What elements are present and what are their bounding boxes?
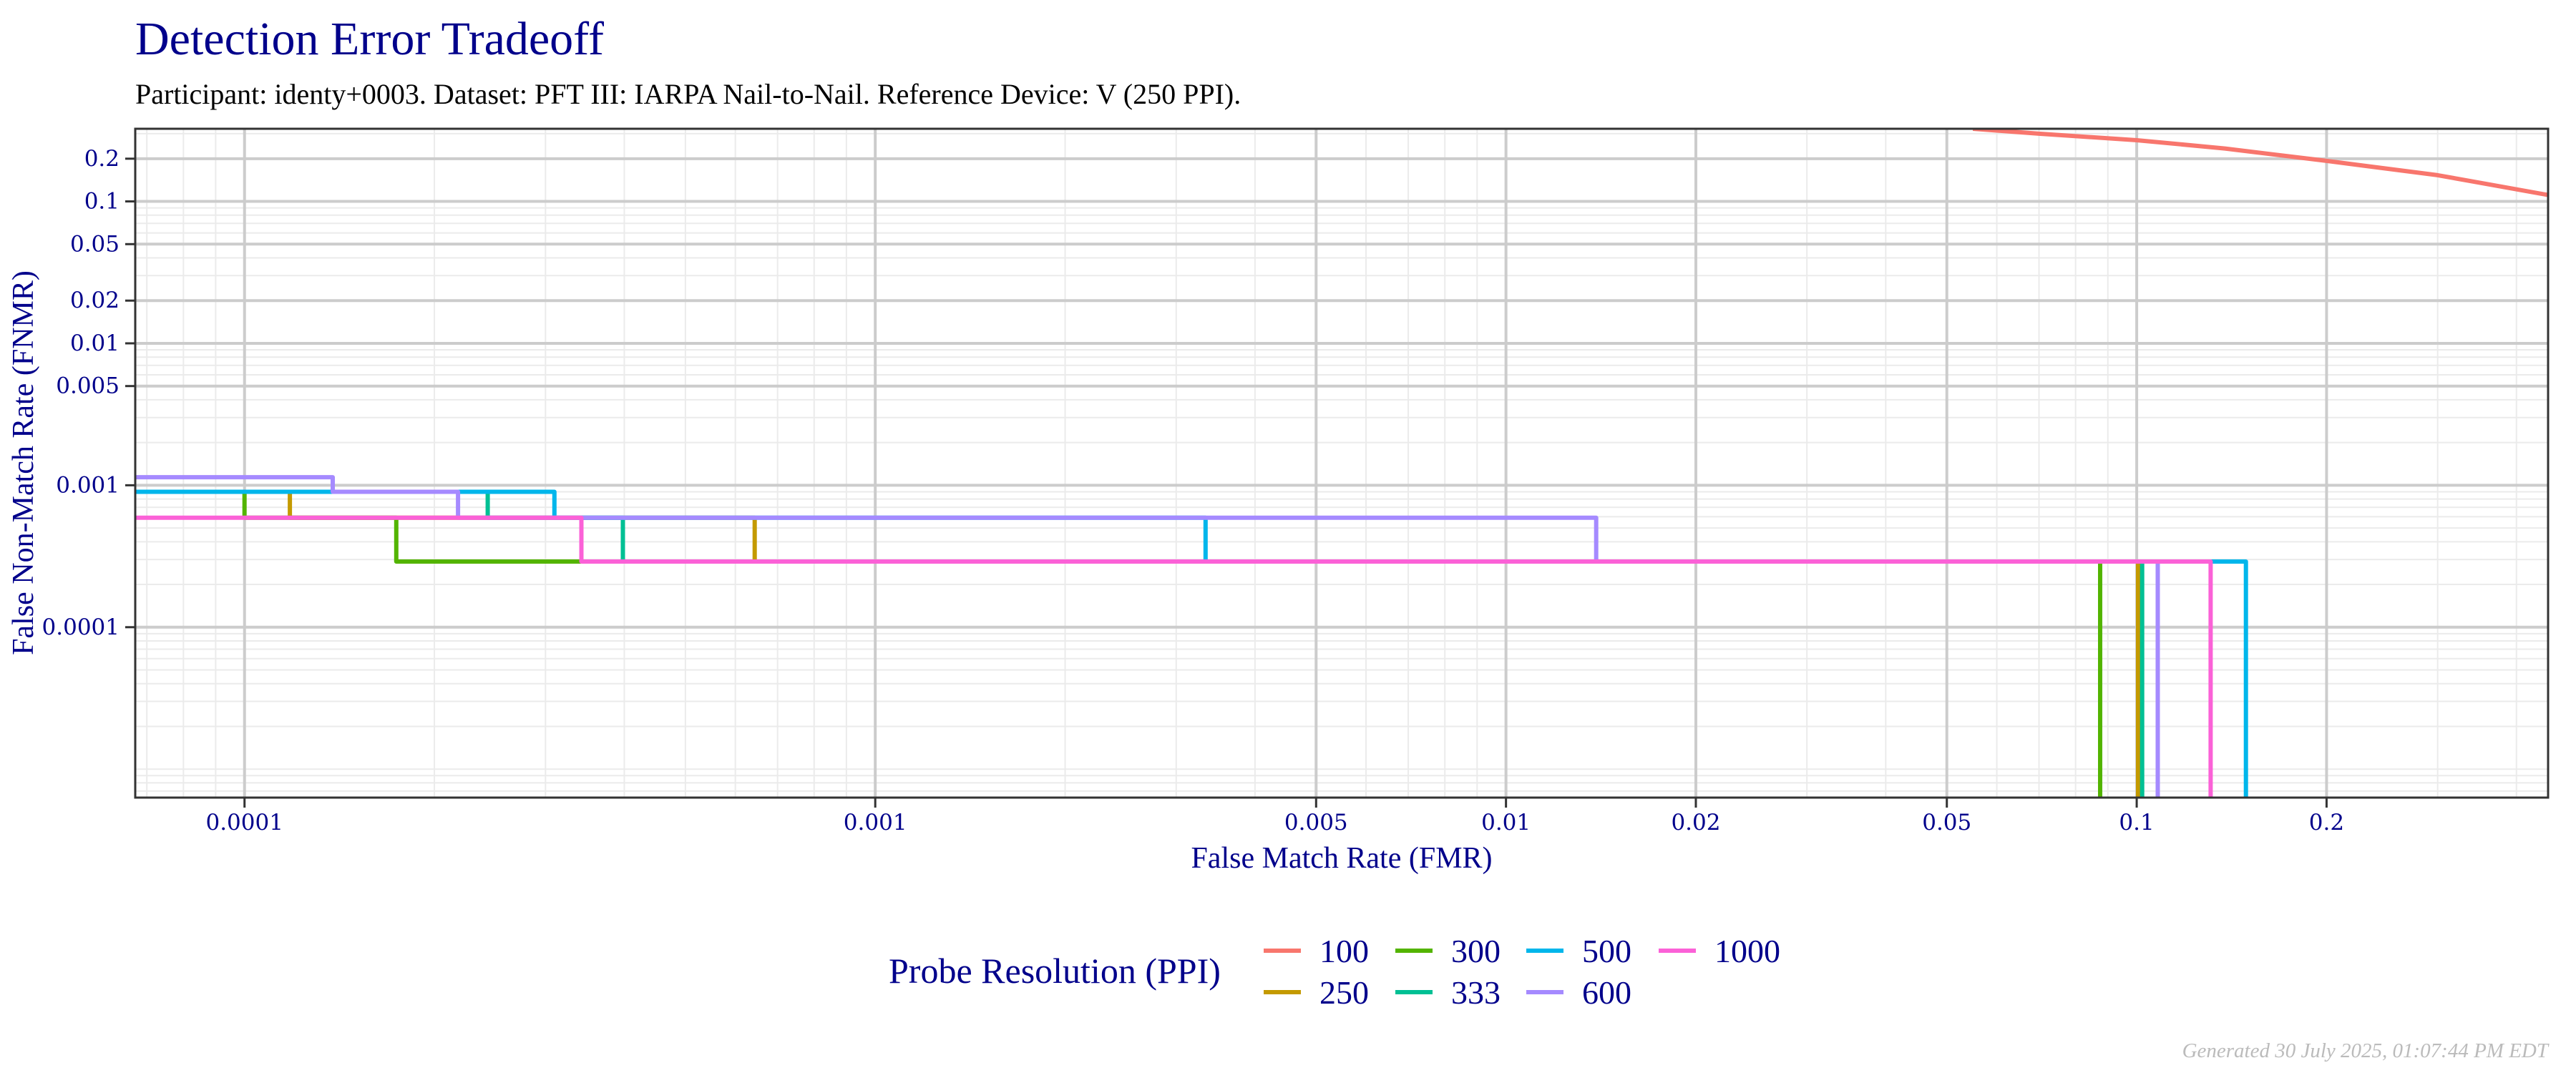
legend-label-1000: 1000: [1714, 933, 1780, 969]
y-tick-label: 0.0001: [42, 614, 119, 640]
y-axis-ticks: 0.2 0.1 0.05 0.02 0.01 0.005 0.001 0.0001: [42, 146, 135, 640]
x-axis-ticks: 0.0001 0.001 0.005 0.01 0.02 0.05 0.1 0.2: [205, 798, 2344, 836]
legend-label-100: 100: [1319, 933, 1369, 969]
y-tick-label: 0.01: [70, 330, 119, 356]
y-tick-label: 0.2: [84, 146, 119, 172]
plot-border: [134, 127, 2550, 799]
y-tick-label: 0.001: [56, 472, 119, 498]
chart-subtitle: Participant: identy+0003. Dataset: PFT I…: [135, 78, 1241, 110]
legend: Probe Resolution (PPI) 100 250 300 333 500 60…: [889, 933, 1780, 1011]
x-tick-label: 0.01: [1481, 810, 1531, 836]
y-tick-label: 0.05: [70, 231, 119, 257]
legend-label-600: 600: [1582, 974, 1631, 1011]
legend-label-500: 500: [1582, 933, 1631, 969]
legend-label-250: 250: [1319, 974, 1369, 1011]
x-tick-label: 0.02: [1671, 810, 1720, 836]
series-line-1000-ppi: [135, 515, 2213, 798]
generated-footer: Generated 30 July 2025, 01:07:44 PM EDT: [2182, 1039, 2550, 1062]
chart-title: Detection Error Tradeoff: [135, 13, 604, 65]
x-tick-label: 0.005: [1284, 810, 1348, 836]
x-tick-label: 0.1: [2119, 810, 2154, 836]
y-axis-title: False Non-Match Rate (FNMR): [7, 270, 40, 655]
major-gridlines: [135, 129, 2548, 798]
y-tick-label: 0.005: [56, 373, 119, 399]
legend-label-333: 333: [1451, 974, 1501, 1011]
x-tick-label: 0.001: [844, 810, 907, 836]
y-tick-label: 0.1: [84, 189, 119, 215]
x-tick-label: 0.2: [2309, 810, 2344, 836]
x-tick-label: 0.05: [1922, 810, 1971, 836]
series-line-100-ppi: [1972, 129, 2548, 197]
legend-title: Probe Resolution (PPI): [889, 951, 1221, 991]
x-tick-label: 0.0001: [205, 810, 283, 836]
x-axis-title: False Match Rate (FMR): [1191, 842, 1492, 875]
legend-label-300: 300: [1451, 933, 1501, 969]
series-layer: [135, 129, 2548, 798]
y-tick-label: 0.02: [70, 288, 119, 313]
